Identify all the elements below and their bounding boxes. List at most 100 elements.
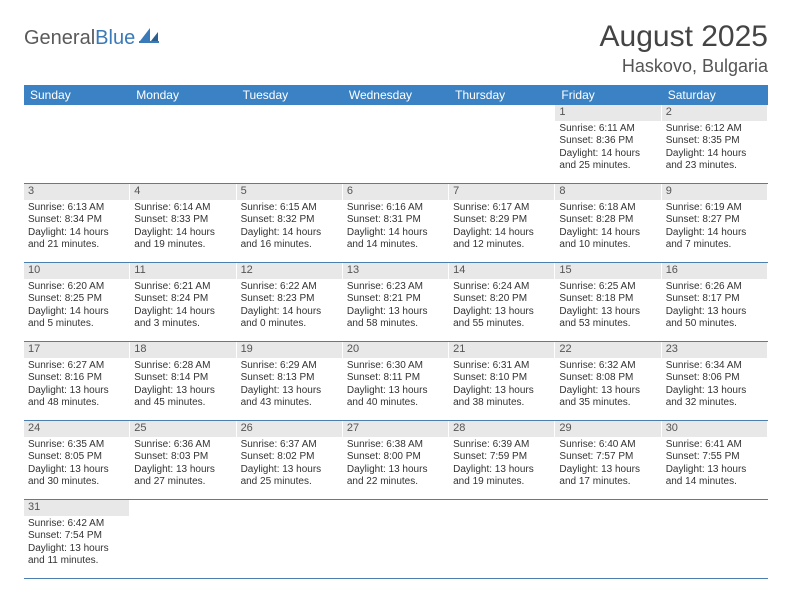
day-line-ss: Sunset: 7:57 PM [559, 451, 656, 464]
day-line-ss: Sunset: 8:14 PM [134, 372, 231, 385]
day-line-d2: and 43 minutes. [241, 397, 338, 410]
week-row: 10Sunrise: 6:20 AMSunset: 8:25 PMDayligh… [24, 263, 768, 342]
dow-cell: Friday [555, 85, 661, 105]
day-line-sr: Sunrise: 6:21 AM [134, 281, 231, 294]
day-line-ss: Sunset: 8:32 PM [241, 214, 338, 227]
day-cell: 3Sunrise: 6:13 AMSunset: 8:34 PMDaylight… [24, 184, 130, 262]
day-number: 3 [24, 184, 129, 200]
day-cell: 24Sunrise: 6:35 AMSunset: 8:05 PMDayligh… [24, 421, 130, 499]
empty-cell [555, 500, 661, 578]
day-line-ss: Sunset: 8:05 PM [28, 451, 125, 464]
day-line-sr: Sunrise: 6:37 AM [241, 439, 338, 452]
day-line-sr: Sunrise: 6:24 AM [453, 281, 550, 294]
day-line-d2: and 53 minutes. [559, 318, 656, 331]
header: GeneralBlue August 2025 Haskovo, Bulgari… [24, 20, 768, 77]
day-line-ss: Sunset: 8:21 PM [347, 293, 444, 306]
day-line-ss: Sunset: 8:17 PM [666, 293, 763, 306]
day-line-d1: Daylight: 14 hours [347, 227, 444, 240]
weeks-container: 1Sunrise: 6:11 AMSunset: 8:36 PMDaylight… [24, 105, 768, 579]
day-line-d2: and 45 minutes. [134, 397, 231, 410]
day-line-sr: Sunrise: 6:23 AM [347, 281, 444, 294]
day-line-d1: Daylight: 13 hours [241, 385, 338, 398]
day-line-d2: and 32 minutes. [666, 397, 763, 410]
day-line-d2: and 12 minutes. [453, 239, 550, 252]
day-number: 9 [662, 184, 767, 200]
month-title: August 2025 [600, 20, 768, 54]
day-line-sr: Sunrise: 6:11 AM [559, 123, 656, 136]
week-row: 1Sunrise: 6:11 AMSunset: 8:36 PMDaylight… [24, 105, 768, 184]
day-cell: 13Sunrise: 6:23 AMSunset: 8:21 PMDayligh… [343, 263, 449, 341]
day-number: 17 [24, 342, 129, 358]
day-line-d2: and 25 minutes. [241, 476, 338, 489]
day-line-d1: Daylight: 13 hours [347, 306, 444, 319]
dow-cell: Sunday [24, 85, 130, 105]
day-line-d1: Daylight: 13 hours [28, 385, 125, 398]
day-line-d2: and 38 minutes. [453, 397, 550, 410]
day-line-d1: Daylight: 13 hours [453, 385, 550, 398]
day-line-d1: Daylight: 13 hours [453, 306, 550, 319]
day-line-d1: Daylight: 13 hours [134, 385, 231, 398]
day-number: 23 [662, 342, 767, 358]
day-line-ss: Sunset: 8:36 PM [559, 135, 656, 148]
title-block: August 2025 Haskovo, Bulgaria [600, 20, 768, 77]
day-line-sr: Sunrise: 6:17 AM [453, 202, 550, 215]
day-number: 11 [130, 263, 235, 279]
day-cell: 15Sunrise: 6:25 AMSunset: 8:18 PMDayligh… [555, 263, 661, 341]
day-number: 5 [237, 184, 342, 200]
day-line-ss: Sunset: 7:54 PM [28, 530, 125, 543]
day-line-ss: Sunset: 8:28 PM [559, 214, 656, 227]
day-cell: 26 Sunrise: 6:37 AMSunset: 8:02 PMDayligh… [237, 421, 343, 499]
day-line-d2: and 5 minutes. [28, 318, 125, 331]
day-line-d2: and 55 minutes. [453, 318, 550, 331]
day-line-ss: Sunset: 8:10 PM [453, 372, 550, 385]
day-cell: 7Sunrise: 6:17 AMSunset: 8:29 PMDaylight… [449, 184, 555, 262]
day-line-ss: Sunset: 8:00 PM [347, 451, 444, 464]
day-line-ss: Sunset: 8:20 PM [453, 293, 550, 306]
day-line-d1: Daylight: 14 hours [134, 227, 231, 240]
day-line-d1: Daylight: 13 hours [134, 464, 231, 477]
week-row: 24Sunrise: 6:35 AMSunset: 8:05 PMDayligh… [24, 421, 768, 500]
dow-cell: Tuesday [237, 85, 343, 105]
empty-cell [237, 500, 343, 578]
day-line-d1: Daylight: 13 hours [241, 464, 338, 477]
day-line-sr: Sunrise: 6:31 AM [453, 360, 550, 373]
day-line-d1: Daylight: 14 hours [666, 227, 763, 240]
day-cell: 22Sunrise: 6:32 AMSunset: 8:08 PMDayligh… [555, 342, 661, 420]
empty-cell [343, 105, 449, 183]
empty-cell [130, 500, 236, 578]
day-line-d2: and 17 minutes. [559, 476, 656, 489]
day-cell: 29Sunrise: 6:40 AMSunset: 7:57 PMDayligh… [555, 421, 661, 499]
day-line-d1: Daylight: 14 hours [559, 148, 656, 161]
day-line-ss: Sunset: 8:02 PM [241, 451, 338, 464]
day-line-ss: Sunset: 8:23 PM [241, 293, 338, 306]
day-line-d2: and 35 minutes. [559, 397, 656, 410]
day-line-ss: Sunset: 8:31 PM [347, 214, 444, 227]
day-number: 14 [449, 263, 554, 279]
day-line-d1: Daylight: 13 hours [453, 464, 550, 477]
day-cell: 27Sunrise: 6:38 AMSunset: 8:00 PMDayligh… [343, 421, 449, 499]
day-line-d1: Daylight: 13 hours [347, 464, 444, 477]
empty-cell [449, 105, 555, 183]
day-line-sr: Sunrise: 6:20 AM [28, 281, 125, 294]
day-line-d1: Daylight: 13 hours [28, 543, 125, 556]
day-cell: 30Sunrise: 6:41 AMSunset: 7:55 PMDayligh… [662, 421, 768, 499]
day-cell: 9Sunrise: 6:19 AMSunset: 8:27 PMDaylight… [662, 184, 768, 262]
day-line-d2: and 7 minutes. [666, 239, 763, 252]
day-line-d1: Daylight: 14 hours [559, 227, 656, 240]
day-cell: 1Sunrise: 6:11 AMSunset: 8:36 PMDaylight… [555, 105, 661, 183]
day-number: 26 [237, 421, 342, 437]
day-cell: 25Sunrise: 6:36 AMSunset: 8:03 PMDayligh… [130, 421, 236, 499]
day-cell: 2Sunrise: 6:12 AMSunset: 8:35 PMDaylight… [662, 105, 768, 183]
day-line-sr: Sunrise: 6:16 AM [347, 202, 444, 215]
day-number: 24 [24, 421, 129, 437]
dow-cell: Saturday [662, 85, 768, 105]
day-line-sr: Sunrise: 6:12 AM [666, 123, 763, 136]
empty-cell [130, 105, 236, 183]
day-line-ss: Sunset: 8:34 PM [28, 214, 125, 227]
day-line-sr: Sunrise: 6:40 AM [559, 439, 656, 452]
day-line-d1: Daylight: 13 hours [666, 464, 763, 477]
day-line-ss: Sunset: 8:03 PM [134, 451, 231, 464]
day-cell: 4Sunrise: 6:14 AMSunset: 8:33 PMDaylight… [130, 184, 236, 262]
day-line-ss: Sunset: 8:18 PM [559, 293, 656, 306]
day-line-d2: and 21 minutes. [28, 239, 125, 252]
